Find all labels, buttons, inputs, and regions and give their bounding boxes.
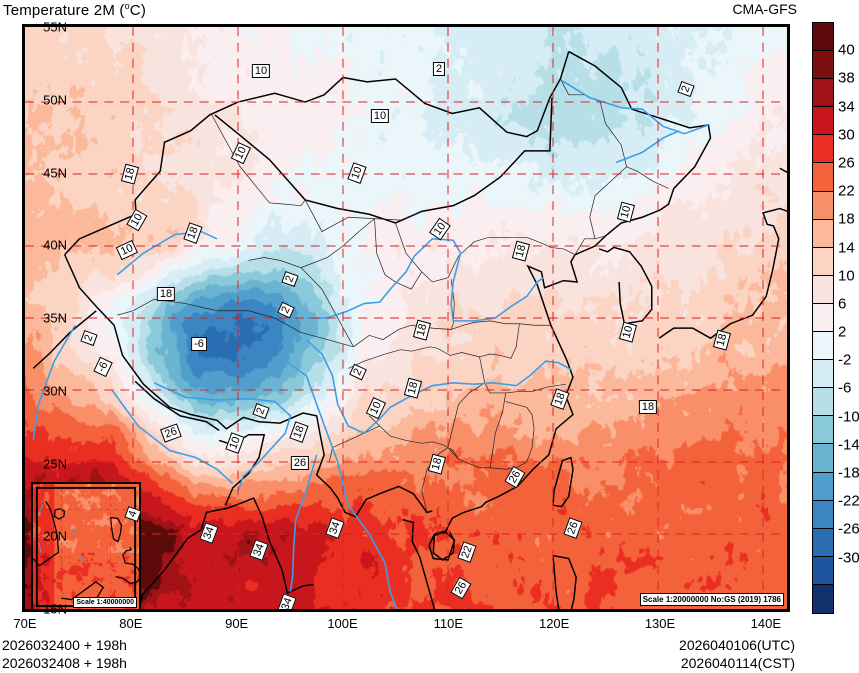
colorbar-tick-10: 10: [838, 267, 855, 285]
inset-map[interactable]: Scale 1:40000000: [31, 482, 141, 609]
colorbar-cell-5: [813, 163, 833, 192]
page-title-text: Temperature 2M (: [3, 2, 125, 19]
footer-left: 2026032400 + 198h 2026032408 + 198h: [2, 636, 127, 672]
colorbar-tick-neg26: -26: [838, 520, 859, 538]
colorbar-cell-20: [813, 584, 833, 613]
contour-label: 26: [290, 456, 310, 470]
colorbar-cell-6: [813, 191, 833, 220]
colorbar-cell-11: [813, 332, 833, 361]
map-scale-label: Scale 1:20000000 No:GS (2019) 1786: [639, 593, 784, 606]
colorbar-cell-18: [813, 528, 833, 557]
river-layer: [32, 79, 709, 609]
colorbar-cell-16: [813, 472, 833, 501]
colorbar-cell-8: [813, 247, 833, 276]
province-boundary-layer: [117, 78, 669, 513]
valid-time-cst: 2026040114(CST): [680, 655, 795, 671]
colorbar-tick-neg30: -30: [838, 549, 859, 567]
colorbar-tick-14: 14: [838, 239, 855, 257]
lat-tick-15N: 15N: [43, 601, 67, 617]
colorbar-tick-22: 22: [838, 182, 855, 200]
contour-label: 18: [638, 400, 658, 414]
page-title-unit: C): [129, 2, 147, 19]
colorbar-tick-6: 6: [838, 295, 847, 313]
colorbar-cell-4: [813, 135, 833, 164]
lon-tick-130E: 130E: [644, 616, 676, 631]
lon-tick-110E: 110E: [433, 616, 464, 631]
init-time-cst: 2026032408 + 198h: [2, 655, 127, 671]
lon-tick-80E: 80E: [119, 616, 143, 631]
footer-right: 2026040106(UTC) 2026040114(CST): [679, 636, 795, 672]
lon-tick-120E: 120E: [538, 616, 570, 631]
colorbar-tick-neg18: -18: [838, 464, 859, 482]
map-plot-area[interactable]: Scale 1:40000000 Scale 1:20000000 No:GS …: [22, 24, 790, 612]
contour-label: -6: [191, 337, 207, 351]
colorbar-cell-17: [813, 500, 833, 529]
page-title: Temperature 2M (oC): [3, 1, 146, 19]
lat-tick-55N: 55N: [43, 19, 67, 35]
colorbar-tick-neg10: -10: [838, 408, 859, 426]
lat-tick-45N: 45N: [43, 165, 67, 180]
colorbar-tick-40: 40: [838, 41, 855, 59]
colorbar-cell-3: [813, 107, 833, 136]
lon-tick-140E: 140E: [750, 616, 782, 631]
lon-tick-100E: 100E: [327, 616, 358, 631]
colorbar-tick-neg2: -2: [838, 351, 852, 369]
lon-tick-70E: 70E: [13, 616, 37, 631]
init-time-utc: 2026032400 + 198h: [2, 637, 127, 653]
colorbar-cell-14: [813, 416, 833, 445]
colorbar[interactable]: [812, 22, 834, 614]
colorbar-cell-0: [813, 23, 833, 52]
lat-tick-35N: 35N: [43, 310, 67, 326]
colorbar-cell-1: [813, 51, 833, 80]
contour-label: 10: [370, 109, 390, 123]
colorbar-tick-neg14: -14: [838, 436, 859, 454]
colorbar-cell-2: [813, 79, 833, 108]
coastline-layer: [32, 50, 787, 609]
colorbar-tick-38: 38: [838, 69, 855, 87]
lat-tick-40N: 40N: [43, 237, 67, 253]
lat-tick-50N: 50N: [43, 92, 67, 108]
contour-label: 2: [432, 62, 446, 76]
lat-tick-20N: 20N: [43, 528, 67, 544]
lat-tick-25N: 25N: [43, 456, 67, 471]
colorbar-tick-26: 26: [838, 154, 855, 172]
colorbar-cell-15: [813, 444, 833, 473]
lat-tick-30N: 30N: [43, 383, 67, 399]
model-label: CMA-GFS: [732, 1, 797, 17]
colorbar-cell-13: [813, 388, 833, 417]
colorbar-tick-18: 18: [838, 210, 855, 228]
colorbar-tick-2: 2: [838, 323, 847, 341]
lon-tick-90E: 90E: [225, 616, 249, 631]
colorbar-tick-30: 30: [838, 126, 855, 144]
inset-vectors: [33, 486, 139, 608]
colorbar-tick-34: 34: [838, 98, 855, 116]
colorbar-cell-9: [813, 275, 833, 304]
colorbar-cell-7: [813, 219, 833, 248]
inset-scale-label: Scale 1:40000000: [73, 597, 137, 608]
colorbar-cell-12: [813, 360, 833, 389]
colorbar-tick-neg6: -6: [838, 379, 852, 397]
contour-label: 18: [156, 287, 176, 301]
contour-label: 10: [251, 64, 271, 78]
colorbar-cell-10: [813, 303, 833, 333]
valid-time-utc: 2026040106(UTC): [679, 637, 795, 653]
colorbar-tick-neg22: -22: [838, 492, 859, 510]
degree-symbol: o: [124, 1, 130, 11]
colorbar-cell-19: [813, 556, 833, 585]
